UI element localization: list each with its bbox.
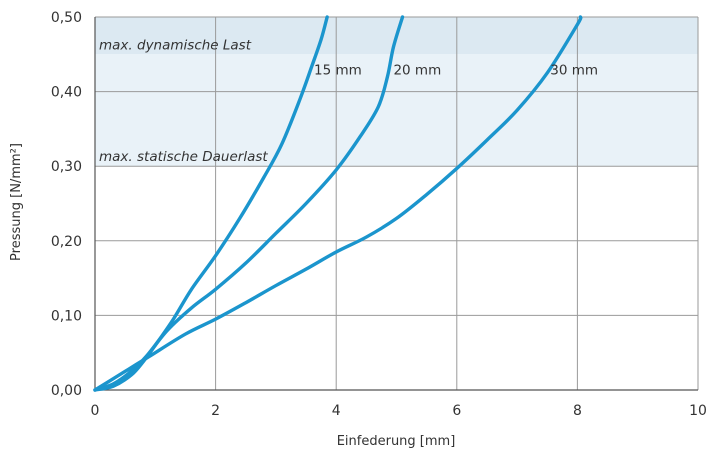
text-layer: max. dynamische Last max. statische Dauer… [51,10,707,419]
y-tick-label: 0,00 [51,383,82,399]
y-tick-label: 0,50 [51,10,82,26]
x-tick-label: 4 [332,403,341,419]
y-tick-label: 0,20 [51,234,82,250]
series-line-30-mm [93,15,583,392]
y-tick-label: 0,40 [51,85,82,101]
series-label-20-mm: 20 mm [393,63,441,79]
series-label-30-mm: 30 mm [550,63,598,79]
band-label-1: max. dynamische Last [99,37,252,53]
y-tick-label: 0,10 [51,308,82,324]
x-tick-label: 8 [573,403,582,419]
y-axis-label: Pressung [N/mm²] [9,143,24,261]
bands-layer [95,17,698,167]
x-tick-label: 10 [689,403,707,419]
series-label-15-mm: 15 mm [314,63,362,79]
x-tick-label: 2 [211,403,220,419]
series-line-15-mm [93,15,329,392]
x-tick-label: 6 [452,403,461,419]
x-tick-label: 0 [91,403,100,419]
band-label-2: max. statische Dauerlast [99,149,268,165]
grid-layer [94,16,699,391]
band-2 [95,54,698,167]
series-layer [93,15,583,392]
y-tick-label: 0,30 [51,159,82,175]
x-axis-label: Einfederung [mm] [337,434,456,449]
